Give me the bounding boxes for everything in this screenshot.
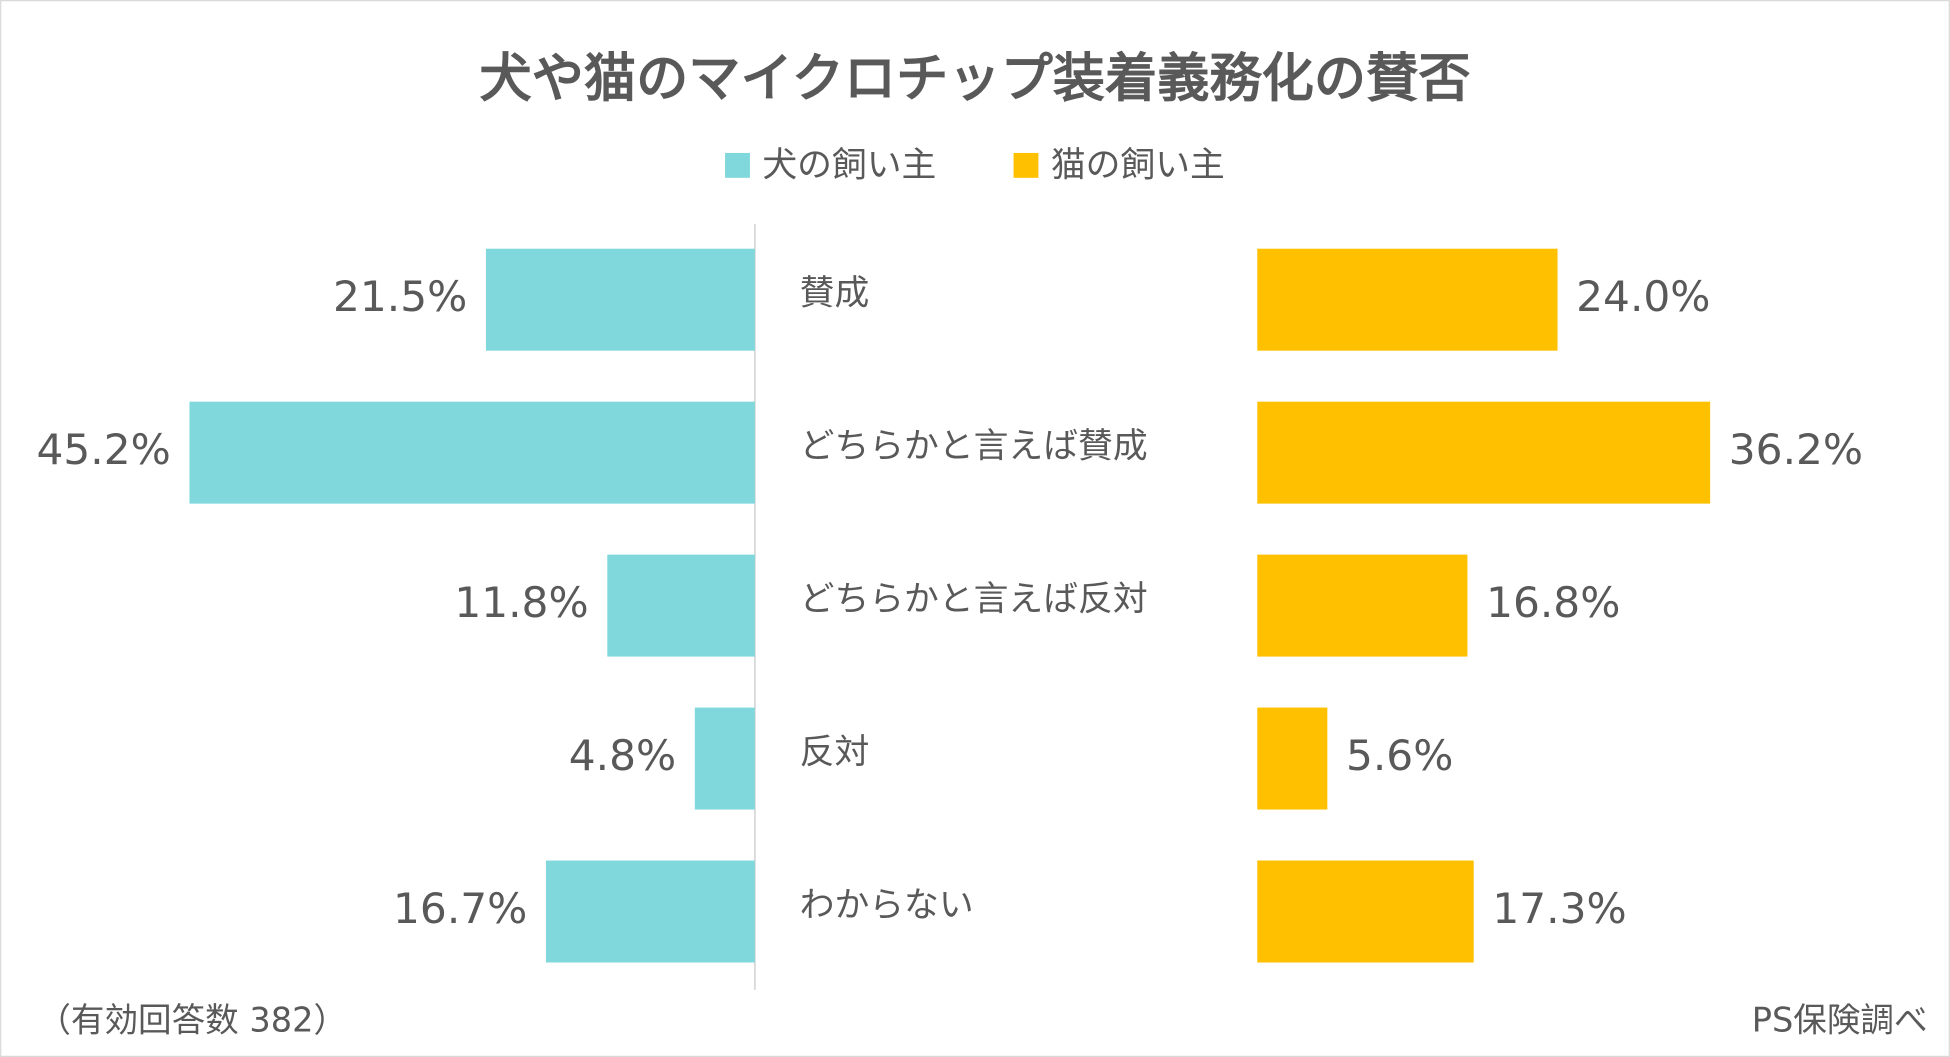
bar [1257,707,1328,810]
value-label: 17.3% [1492,884,1626,933]
chart-title: 犬や猫のマイクロチップ装着義務化の賛否 [479,49,1470,109]
bar [607,554,755,657]
value-label: 16.8% [1486,578,1620,627]
value-label: 11.8% [454,578,588,627]
bar [189,401,755,504]
value-label: 4.8% [569,731,676,780]
category-label: わからない [800,886,974,926]
category-label: 賛成 [800,274,870,314]
category-label: どちらかと言えば賛成 [800,427,1148,467]
legend-label: 犬の飼い主 [762,146,936,186]
value-label: 16.7% [393,884,527,933]
bar [485,248,755,351]
legend-label: 猫の飼い主 [1051,146,1225,186]
category-label: どちらかと言えば反対 [800,580,1148,620]
legend-swatch [1013,152,1039,178]
bar [545,860,755,963]
bar [1257,554,1468,657]
value-label: 21.5% [333,272,467,321]
footnote: （有効回答数 382） [37,1001,347,1040]
value-label: 36.2% [1729,425,1863,474]
value-label: 24.0% [1576,272,1710,321]
bar [1257,248,1558,351]
bar [694,707,755,810]
value-label: 45.2% [37,425,171,474]
bar [1257,401,1711,504]
source-note: PS保険調べ [1752,1001,1928,1040]
category-label: 反対 [800,733,870,773]
legend-swatch [725,152,750,178]
bar [1257,860,1474,963]
value-label: 5.6% [1346,731,1453,780]
